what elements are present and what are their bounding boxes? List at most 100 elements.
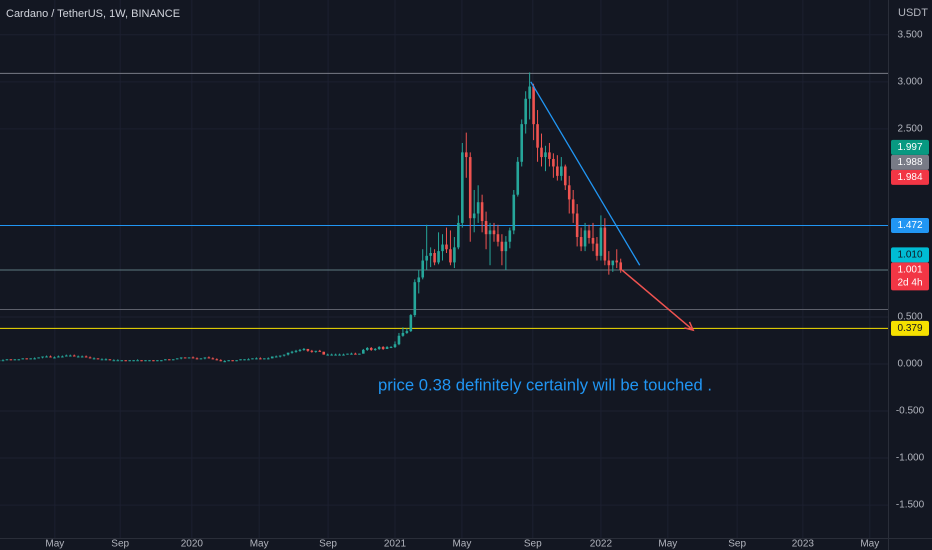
candle-body [215,359,219,361]
candle-body [369,348,373,350]
candle-body [132,360,135,362]
candle-body [468,157,472,219]
candle-body [92,358,96,360]
candle-body [330,354,333,356]
candle-body [310,350,314,352]
candle-body [306,348,310,351]
candle-body [536,124,539,148]
candle-body [373,348,377,350]
x-tick-label: 2022 [590,539,613,550]
candle-body [302,348,306,350]
candle-body [472,213,476,219]
candle-body [425,255,428,261]
candle-body [346,353,349,355]
candle-body [68,355,72,357]
candle-body [29,358,32,360]
candle-body [183,357,187,359]
candle-body [397,335,401,345]
candle-body [112,360,116,362]
candle-body [282,354,286,356]
candle-body [500,241,504,252]
y-tick-label: 2.500 [897,123,922,134]
candle-body [263,358,266,360]
price-badge-label: 1.997 [897,142,922,153]
x-tick-label: Sep [319,539,337,550]
candle-body [417,277,421,283]
candle-body [211,358,215,360]
candle-body [187,357,191,359]
candle-body [227,360,230,362]
candle-body [72,355,76,357]
candle-body [405,331,409,333]
candle-body [128,360,131,362]
candle-body [140,360,143,362]
candle-body [175,358,179,360]
x-tick-label: Sep [524,539,542,550]
candle-body [413,282,417,316]
candle-body [124,360,128,362]
candle-body [599,227,603,256]
candle-body [603,227,607,261]
candle-body [108,359,112,361]
price-badges: 0.379 1.001 2d 4h 1.010 1.472 1.984 1.988 1.997 [891,139,929,336]
candle-body [21,358,25,360]
annotation: price 0.38 definitely certainly will be … [378,375,712,394]
candle-body [358,353,361,355]
candle-body [243,359,246,361]
candle-body [120,360,124,362]
candle-body [575,213,579,238]
candle-body [96,358,100,360]
levels [0,72,888,329]
candle-body [611,260,615,266]
price-badge [891,247,929,263]
candle-body [231,360,234,362]
candle-body [381,347,385,349]
candle-body [421,260,425,278]
candle-body [579,237,583,247]
candle-body [239,359,242,361]
candle-body [401,332,405,336]
candle-body [524,98,527,125]
candle-body [350,353,353,355]
price-badge-label: 1.988 [897,157,922,168]
price-badge [891,139,929,155]
candle-body [294,350,298,352]
candle-body [37,357,40,359]
candle-body [571,199,575,214]
candle-body [278,355,282,357]
trend-line [530,81,641,266]
price-badge-label: 1.001 [897,264,922,275]
candle-body [286,352,290,355]
candle-body [25,358,29,360]
candle-body [461,152,464,223]
candle-body [377,347,381,349]
candle-body [270,356,274,359]
candle-body [409,315,413,332]
candle-body [560,166,563,176]
candle-body [567,185,571,200]
candle-body [548,152,551,159]
candle-body [619,262,623,270]
candle-body [516,161,520,195]
candle-body [148,360,151,362]
candle-body [429,253,432,256]
candle-body [615,260,619,263]
y-tick-label: -1.000 [896,453,925,464]
candle-body [53,357,56,359]
candle-body [199,358,203,360]
candle-body [365,348,369,350]
y-tick-label: 3.000 [897,76,922,87]
currency-label[interactable]: USDT [898,7,928,19]
candle-body [298,349,302,351]
candle-body [61,356,64,358]
candle-body [33,358,36,360]
candle-body [453,247,456,263]
candle-body [583,230,587,247]
candle-body [441,244,444,252]
x-tick-label: May [452,539,471,550]
candle-body [164,359,167,361]
candle-body [203,357,207,359]
candle-body [476,202,480,214]
candle-body [587,230,591,238]
